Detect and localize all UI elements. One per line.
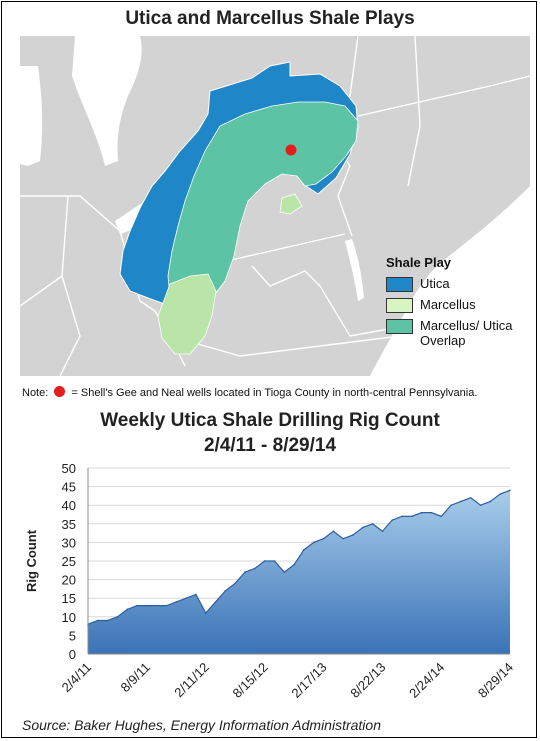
chesapeake-bay bbox=[345, 239, 364, 301]
legend-swatch-overlap bbox=[386, 319, 413, 334]
rig-count-chart: 0 5 10 15 20 25 30 35 40 45 50 2/4/11 8/9/11 2/11/12 8… bbox=[24, 461, 516, 701]
data-point bbox=[234, 582, 237, 585]
data-point bbox=[254, 567, 256, 570]
y-tick-label: 40 bbox=[62, 498, 76, 513]
x-tick-label: 8/29/14 bbox=[475, 660, 516, 701]
data-point bbox=[499, 493, 501, 495]
data-point bbox=[469, 496, 472, 499]
chart-title-block: Weekly Utica Shale Drilling Rig Count 2/… bbox=[0, 408, 540, 458]
x-tick-label: 2/24/14 bbox=[406, 660, 447, 701]
data-point bbox=[430, 511, 433, 514]
x-tick-label: 2/17/13 bbox=[288, 660, 329, 701]
legend-swatch-utica bbox=[386, 277, 413, 292]
data-point bbox=[479, 504, 482, 506]
data-point bbox=[361, 526, 364, 529]
data-point bbox=[352, 534, 354, 536]
data-point bbox=[283, 571, 286, 573]
data-point bbox=[303, 549, 305, 551]
data-point bbox=[381, 530, 384, 533]
data-point bbox=[293, 563, 295, 566]
legend-label-marcellus: Marcellus bbox=[420, 297, 476, 312]
data-point bbox=[185, 597, 187, 599]
y-tick-label: 20 bbox=[62, 573, 76, 588]
map-title: Utica and Marcellus Shale Plays bbox=[125, 8, 415, 29]
data-point bbox=[450, 504, 452, 506]
x-tick-label: 8/9/11 bbox=[118, 660, 153, 695]
legend-item-utica: Utica bbox=[386, 276, 540, 292]
data-point bbox=[332, 530, 335, 533]
data-point bbox=[97, 619, 99, 622]
data-point bbox=[146, 604, 148, 607]
marcellus-play-area-east bbox=[279, 193, 303, 215]
data-point bbox=[136, 604, 138, 607]
legend-swatch-marcellus bbox=[386, 298, 413, 313]
data-point bbox=[312, 541, 315, 544]
data-point bbox=[440, 515, 443, 518]
data-point bbox=[411, 515, 413, 518]
data-point bbox=[224, 589, 227, 592]
data-point bbox=[371, 523, 374, 525]
data-point bbox=[106, 619, 109, 622]
rig-count-area bbox=[88, 490, 510, 654]
data-point bbox=[244, 571, 246, 573]
data-point bbox=[420, 511, 423, 514]
x-tick-label: 2/4/11 bbox=[59, 660, 94, 695]
lake-michigan bbox=[20, 66, 43, 166]
data-point bbox=[175, 601, 178, 603]
data-point bbox=[195, 593, 197, 596]
data-point bbox=[273, 560, 276, 562]
legend-label-overlap: Marcellus/ Utica Overlap bbox=[420, 318, 513, 348]
y-tick-label: 0 bbox=[69, 647, 76, 662]
y-tick-label: 45 bbox=[62, 480, 76, 495]
note-text: = Shell's Gee and Neal wells located in … bbox=[71, 387, 478, 399]
data-point bbox=[342, 537, 344, 540]
rig-count-line bbox=[87, 489, 511, 625]
data-point bbox=[126, 608, 129, 611]
x-tick-label: 8/22/13 bbox=[347, 660, 388, 701]
legend-label-utica: Utica bbox=[420, 276, 450, 291]
map-legend: Shale Play Utica Marcellus Marcellus/ Ut… bbox=[386, 255, 540, 353]
data-point bbox=[155, 604, 158, 607]
data-point bbox=[322, 537, 325, 540]
legend-item-overlap: Marcellus/ Utica Overlap bbox=[386, 318, 540, 348]
note-marker-icon bbox=[54, 386, 66, 397]
data-point bbox=[214, 601, 217, 603]
data-point bbox=[165, 604, 168, 607]
data-point bbox=[391, 519, 394, 521]
data-point bbox=[263, 560, 266, 562]
y-tick-label: 15 bbox=[62, 591, 76, 606]
y-tick-label: 10 bbox=[62, 610, 76, 625]
legend-title: Shale Play bbox=[386, 255, 452, 270]
y-axis-title: Rig Count bbox=[24, 529, 39, 592]
well-marker bbox=[285, 144, 297, 156]
x-tick-label: 2/11/12 bbox=[171, 660, 212, 701]
data-point bbox=[509, 489, 511, 492]
y-tick-label: 5 bbox=[69, 628, 76, 643]
data-point bbox=[204, 612, 207, 614]
chart-subtitle: 2/4/11 - 8/29/14 bbox=[203, 435, 337, 456]
x-tick-label: 8/15/12 bbox=[229, 660, 270, 701]
chart-title: Weekly Utica Shale Drilling Rig Count bbox=[100, 410, 440, 431]
y-tick-label: 35 bbox=[62, 517, 76, 532]
data-point bbox=[460, 500, 462, 503]
y-tick-label: 30 bbox=[62, 535, 76, 550]
note-prefix: Note: bbox=[22, 387, 49, 399]
map-note: Note: = Shell's Gee and Neal wells locat… bbox=[22, 386, 477, 399]
marcellus-play-area bbox=[157, 273, 217, 355]
overlap-play-area bbox=[167, 101, 359, 305]
source-note: Source: Baker Hughes, Energy Information… bbox=[22, 717, 381, 733]
y-tick-label: 25 bbox=[62, 554, 76, 569]
legend-item-marcellus: Marcellus bbox=[386, 297, 540, 313]
data-point bbox=[116, 616, 119, 618]
data-point bbox=[401, 515, 403, 518]
lake-huron bbox=[72, 36, 142, 166]
data-point bbox=[489, 500, 492, 503]
y-tick-label: 50 bbox=[62, 461, 76, 476]
